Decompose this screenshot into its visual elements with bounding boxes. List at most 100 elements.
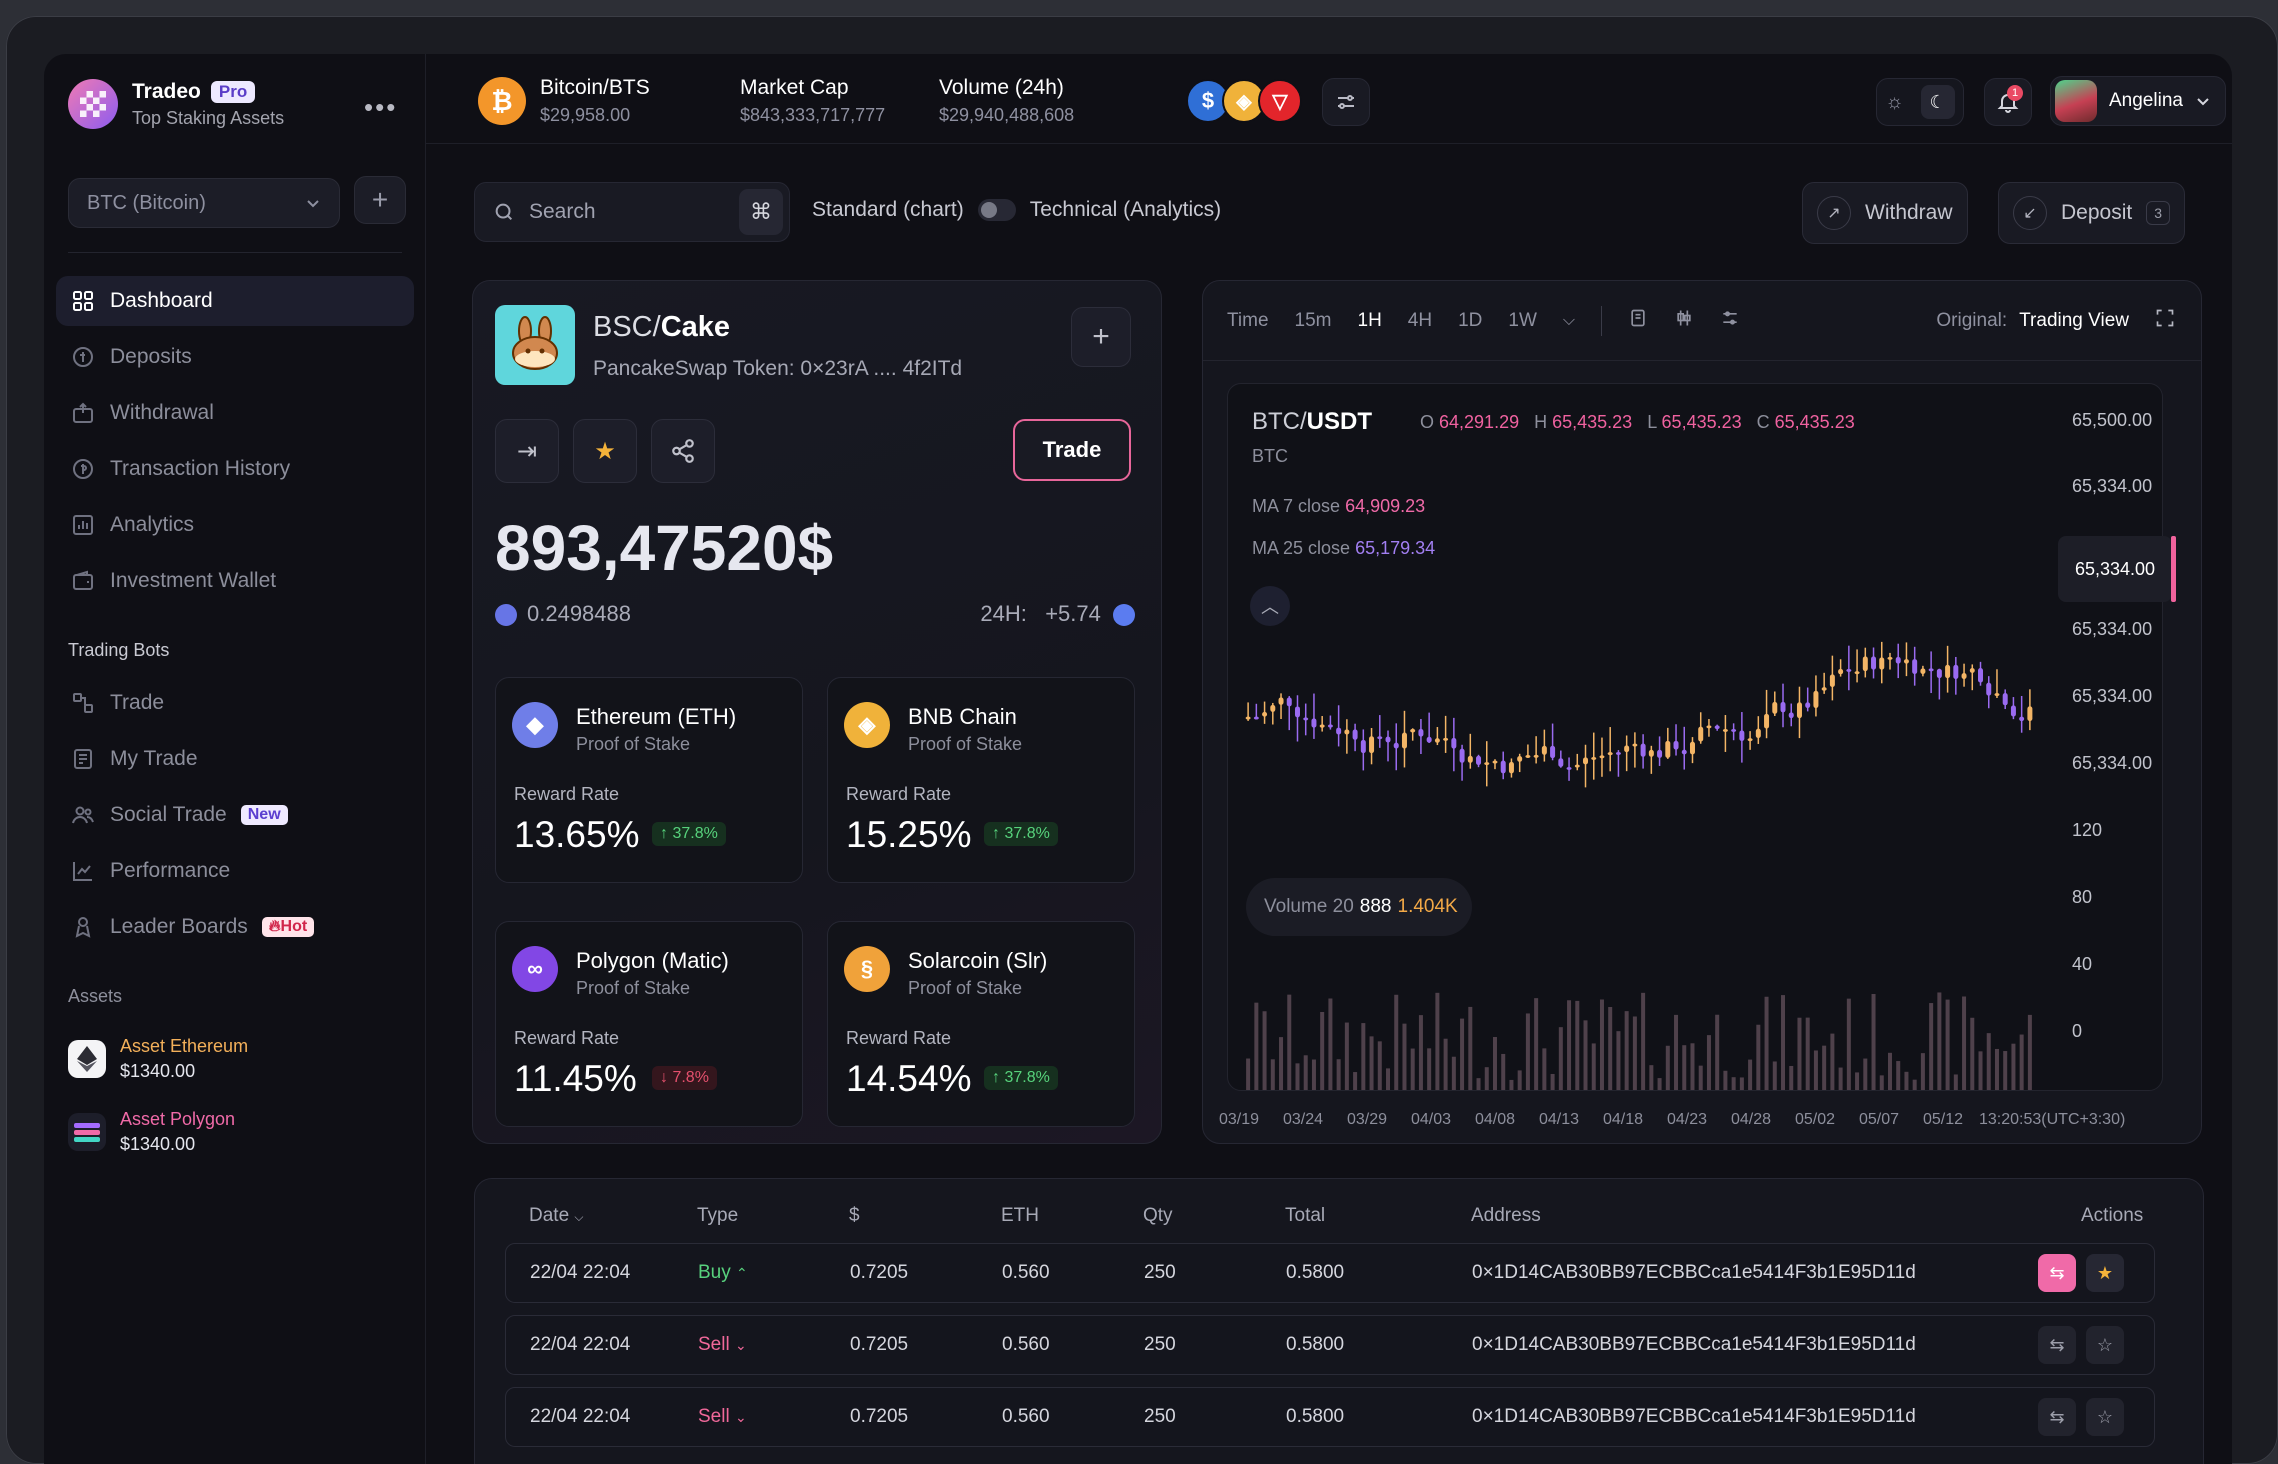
polygon-icon	[68, 1113, 106, 1151]
candle-body	[1936, 668, 1942, 679]
nav-investment-wallet[interactable]: Investment Wallet	[56, 556, 414, 606]
swap-button[interactable]: ⇆	[2038, 1326, 2076, 1364]
volume-bar	[1657, 1078, 1662, 1090]
candlestick-chart[interactable]	[1228, 384, 2164, 1092]
candle-body	[1846, 668, 1852, 672]
ethereum-icon	[68, 1040, 106, 1078]
trade-button[interactable]: Trade	[1013, 419, 1131, 481]
deposit-button[interactable]: ↙ Deposit 3	[1998, 182, 2186, 244]
nav-dashboard[interactable]: Dashboard	[56, 276, 414, 326]
volume-bar	[1797, 1017, 1802, 1090]
tf-15m[interactable]: 15m	[1294, 309, 1332, 331]
asset-ethereum[interactable]: Asset Ethereum $1340.00	[68, 1036, 248, 1082]
favorite-button[interactable]: ☆	[2086, 1398, 2124, 1436]
volume-bar	[1937, 992, 1942, 1090]
favorite-button[interactable]: ☆	[2086, 1326, 2124, 1364]
tron-icon: ▽	[1258, 79, 1302, 123]
tf-4h[interactable]: 4H	[1407, 309, 1433, 331]
fullscreen-icon[interactable]	[2155, 308, 2175, 334]
volume-bar	[1986, 1033, 1991, 1090]
volume-bar	[1953, 1074, 1958, 1090]
volume-bar	[1418, 1015, 1423, 1090]
volume-a: 888	[1359, 896, 1392, 917]
indicator-icon[interactable]	[1628, 308, 1648, 334]
candle-body	[1772, 701, 1778, 714]
new-badge: New	[240, 805, 288, 825]
staking-card-polygon[interactable]: ∞ Polygon (Matic) Proof of Stake Reward …	[495, 921, 803, 1127]
moon-icon[interactable]: ☾	[1920, 85, 1955, 119]
add-coin-button[interactable]: +	[354, 176, 406, 224]
cell-type: Buy ⌃	[698, 1262, 748, 1284]
tf-1w[interactable]: 1W	[1508, 309, 1537, 331]
staking-card-solarcoin[interactable]: § Solarcoin (Slr) Proof of Stake Reward …	[827, 921, 1135, 1127]
coin-select[interactable]: BTC (Bitcoin)	[68, 178, 340, 228]
nav-analytics[interactable]: Analytics	[56, 500, 414, 550]
search-box[interactable]: Search ⌘	[474, 182, 790, 242]
staking-card-bnb[interactable]: ◈ BNB Chain Proof of Stake Reward Rate 1…	[827, 677, 1135, 883]
candle-body	[1550, 745, 1556, 759]
share-icon	[672, 439, 694, 463]
nav-social-trade[interactable]: Social Trade New	[56, 790, 414, 840]
reward-rate-value: 15.25%	[846, 814, 972, 855]
arrow-down-left-icon: ↙	[2013, 196, 2047, 230]
pair-ticker[interactable]: ₿ Bitcoin/BTS $29,958.00	[478, 76, 650, 126]
time-label[interactable]: Time	[1227, 309, 1269, 331]
withdraw-button[interactable]: ↗ Withdraw	[1802, 182, 1968, 244]
swap-button[interactable]: ⇆	[2038, 1254, 2076, 1292]
favorite-button[interactable]: ★	[573, 419, 637, 483]
coin-stack[interactable]: $ ◈ ▽	[1186, 79, 1306, 123]
nav-leader-boards[interactable]: Leader Boards 🔥︎Hot	[56, 902, 414, 952]
add-token-button[interactable]: +	[1071, 307, 1131, 367]
search-input[interactable]: Search	[529, 200, 596, 223]
mode-standard-label[interactable]: Standard (chart)	[812, 198, 964, 221]
theme-toggle[interactable]: ☼ ☾	[1876, 78, 1964, 126]
x-tick: 04/18	[1603, 1111, 1644, 1128]
filter-button[interactable]	[1322, 78, 1370, 126]
current-price-marker: 65,334.00	[2058, 536, 2176, 602]
chevron-down-icon[interactable]: ⌵	[1562, 311, 1576, 329]
original-value[interactable]: Trading View	[2019, 309, 2129, 331]
volume-bar	[1246, 1058, 1251, 1090]
mode-toggle[interactable]	[977, 199, 1016, 221]
tf-1d[interactable]: 1D	[1458, 309, 1483, 331]
candle-body	[1788, 712, 1794, 719]
nav-trade[interactable]: Trade	[56, 678, 414, 728]
nav-withdrawal[interactable]: Withdrawal	[56, 388, 414, 438]
share-button[interactable]	[651, 419, 715, 483]
withdraw-label: Withdraw	[1865, 201, 1953, 224]
swap-button[interactable]: ⇆	[2038, 1398, 2076, 1436]
nav-transaction-history[interactable]: Transaction History	[56, 444, 414, 494]
candle-body	[1360, 739, 1366, 754]
nav-deposits[interactable]: Deposits	[56, 332, 414, 382]
notification-button[interactable]: 1	[1984, 78, 2032, 126]
table-row[interactable]: 22/04 22:04 Sell ⌄ 0.7205 0.560 250 0.58…	[505, 1387, 2155, 1447]
nav-performance[interactable]: Performance	[56, 846, 414, 896]
candle-body	[1253, 716, 1259, 720]
col-eth: ETH	[1001, 1205, 1039, 1226]
candle-type-icon[interactable]	[1674, 308, 1694, 334]
tf-1h[interactable]: 1H	[1357, 309, 1382, 331]
col-date[interactable]: Date ⌵	[529, 1205, 584, 1227]
table-row[interactable]: 22/04 22:04 Buy ⌃ 0.7205 0.560 250 0.580…	[505, 1243, 2155, 1303]
favorite-button[interactable]: ★	[2086, 1254, 2124, 1292]
staking-card-ethereum[interactable]: ◆ Ethereum (ETH) Proof of Stake Reward R…	[495, 677, 803, 883]
ohlc-close: 65,435.23	[1774, 412, 1855, 432]
candle-body	[1336, 727, 1342, 735]
user-menu[interactable]: Angelina	[2050, 76, 2226, 126]
nav-my-trade[interactable]: My Trade	[56, 734, 414, 784]
asset-polygon[interactable]: Asset Polygon $1340.00	[68, 1109, 235, 1155]
cell-qty: 250	[1144, 1406, 1176, 1427]
chevron-down-icon	[307, 200, 319, 208]
volume-bar	[1509, 1079, 1514, 1090]
sun-icon[interactable]: ☼	[1885, 90, 1904, 113]
more-icon[interactable]: •••	[364, 92, 398, 122]
table-row[interactable]: 22/04 22:04 Sell ⌄ 0.7205 0.560 250 0.58…	[505, 1315, 2155, 1375]
settings-sliders-icon[interactable]	[1720, 308, 1740, 334]
candle-body	[1887, 656, 1893, 660]
chart-area[interactable]: BTC/USDT O 64,291.29 H 65,435.23 L 65,43…	[1227, 383, 2176, 1092]
collapse-indicators-button[interactable]: ︿	[1250, 586, 1290, 626]
mode-technical-label[interactable]: Technical (Analytics)	[1029, 198, 1222, 221]
candle-body	[1599, 755, 1605, 759]
candle-body	[1731, 728, 1737, 732]
collapse-button[interactable]: ⇥	[495, 419, 559, 483]
